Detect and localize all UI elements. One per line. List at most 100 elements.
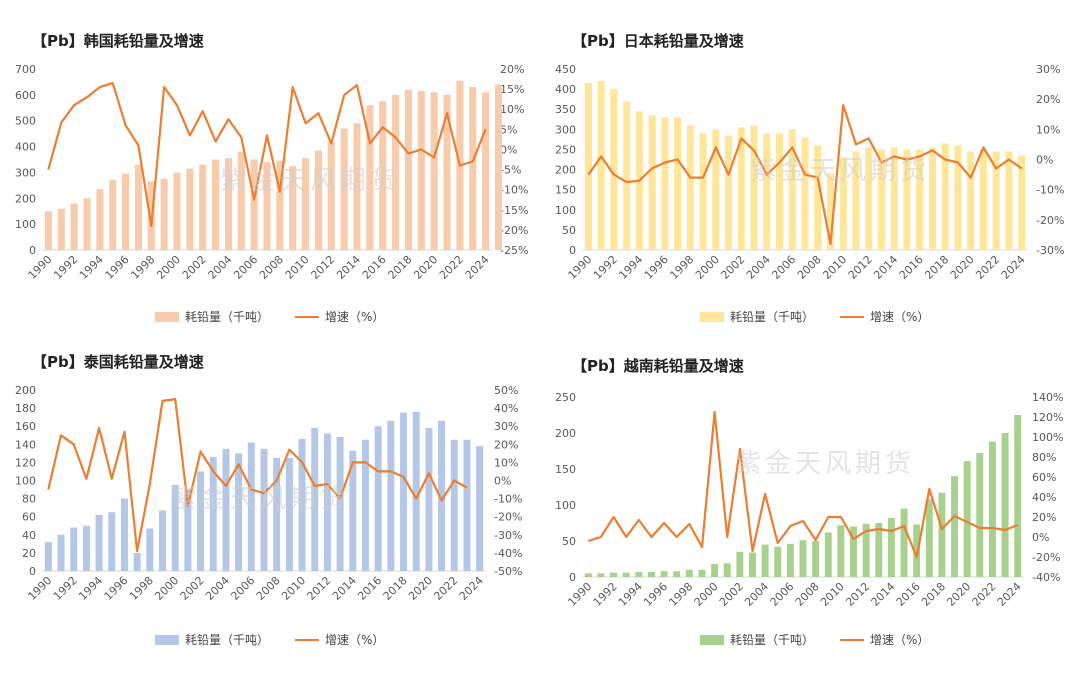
bar (327, 141, 335, 250)
bar (70, 203, 78, 250)
bar (222, 448, 230, 571)
bar (314, 150, 322, 250)
y-left-tick-label: 250 (555, 143, 576, 156)
bar (392, 94, 400, 250)
japan-chart-panel: 【Pb】日本耗铅量及增速 0 50 100 150 200 250 300 350 400 450… (540, 0, 1080, 330)
bar (95, 514, 103, 571)
y-left-tick-label: 180 (15, 402, 36, 415)
x-tick-label: 2000 (154, 253, 183, 282)
y-right-tick-label: -15% (500, 204, 528, 217)
y-left-tick-label: 120 (15, 456, 36, 469)
x-tick-label: 2002 (717, 580, 746, 609)
x-tick-label: 1992 (591, 580, 620, 609)
bar (648, 115, 656, 250)
bar (1018, 155, 1026, 250)
y-left-tick-label: 200 (555, 427, 576, 440)
x-tick-label: 2010 (818, 580, 847, 609)
y-right-tick-label: 100% (1032, 431, 1063, 444)
bar (750, 125, 758, 250)
bar (837, 525, 845, 577)
korea-legend-bar: 耗铅量（千吨） (155, 308, 269, 325)
x-tick-label: 2022 (437, 253, 466, 282)
bar (925, 499, 933, 577)
bar (469, 87, 477, 250)
bar (276, 160, 284, 250)
bar (661, 117, 669, 250)
bar (786, 543, 794, 577)
bar (224, 158, 232, 250)
bar (900, 508, 908, 577)
bar (686, 125, 694, 250)
bar (311, 428, 319, 571)
bar (1001, 433, 1009, 577)
x-tick-label: 2018 (386, 253, 415, 282)
bar (610, 572, 618, 577)
korea-legend: 耗铅量（千吨） 增速（%） (155, 308, 384, 325)
x-tick-label: 2016 (355, 574, 384, 603)
x-tick-label: 2008 (793, 580, 822, 609)
y-right-tick-label: 30% (1036, 63, 1060, 76)
bar (134, 164, 142, 250)
legend-line-label: 增速（%） (325, 310, 385, 324)
x-tick-label: 2016 (894, 580, 923, 609)
x-tick-label: 2024 (463, 253, 492, 282)
bar (903, 149, 911, 250)
growth-line (47, 398, 468, 553)
bar (250, 159, 258, 250)
x-tick-label: 2008 (257, 253, 286, 282)
bar (1014, 415, 1022, 577)
y-left-tick-label: 400 (555, 83, 576, 96)
x-tick-label: 2014 (869, 580, 898, 609)
y-left-tick-label: 0 (29, 565, 36, 578)
bar (723, 563, 731, 577)
bar (610, 89, 618, 250)
y-left-tick-label: 150 (555, 463, 576, 476)
x-tick-label: 2010 (283, 253, 312, 282)
y-left-tick-label: 80 (22, 493, 36, 506)
x-tick-label: 2022 (973, 253, 1002, 282)
bar (737, 127, 745, 250)
vietnam-legend-bar: 耗铅量（千吨） (700, 631, 814, 648)
bar (366, 105, 374, 250)
legend-bar-label: 耗铅量（千吨） (730, 310, 815, 324)
x-tick-label: 1990 (25, 574, 54, 603)
bar (199, 164, 207, 250)
bar (96, 189, 104, 250)
bar (673, 571, 681, 577)
x-tick-label: 2008 (254, 574, 283, 603)
bar (763, 133, 771, 250)
legend-bar-label: 耗铅量（千吨） (185, 633, 270, 647)
x-tick-label: 2022 (431, 574, 460, 603)
bar (146, 528, 154, 571)
y-left-tick-label: 100 (555, 499, 576, 512)
thailand-chart-title: 【Pb】泰国耗铅量及增速 (32, 353, 204, 371)
bar (1005, 151, 1013, 250)
y-right-tick-label: -40% (1032, 571, 1060, 584)
bar (361, 439, 369, 571)
x-tick-label: 2012 (846, 253, 875, 282)
bar (928, 147, 936, 250)
x-tick-label: 2020 (944, 580, 973, 609)
x-tick-label: 2024 (999, 253, 1028, 282)
bar (712, 129, 720, 250)
bar (133, 552, 141, 571)
bar (186, 168, 194, 250)
x-tick-label: 1994 (616, 580, 645, 609)
bar (235, 453, 243, 571)
bar (623, 101, 631, 250)
y-left-tick-label: 100 (15, 218, 36, 231)
y-right-tick-label: 0% (1036, 154, 1053, 167)
x-tick-label: 2022 (970, 580, 999, 609)
bar (412, 411, 420, 571)
y-left-tick-label: 20 (22, 547, 36, 560)
bar (285, 457, 293, 571)
y-right-tick-label: -10% (500, 184, 528, 197)
bar (349, 450, 357, 571)
thailand-chart-panel: 【Pb】泰国耗铅量及增速 0 20 40 60 80 100 120 140 160 180 200… (0, 323, 540, 647)
vietnam-chart-panel: 【Pb】越南耗铅量及增速 0 50 100 150 200 250 140% 120% 100%… (540, 323, 1080, 647)
bar (209, 456, 217, 571)
bar (323, 433, 331, 571)
bar (967, 151, 975, 250)
y-left-tick-label: 100 (15, 475, 36, 488)
japan-chart-svg: 0 50 100 150 200 250 300 350 400 450 30% 20% 10% 0% -1… (555, 63, 1064, 282)
